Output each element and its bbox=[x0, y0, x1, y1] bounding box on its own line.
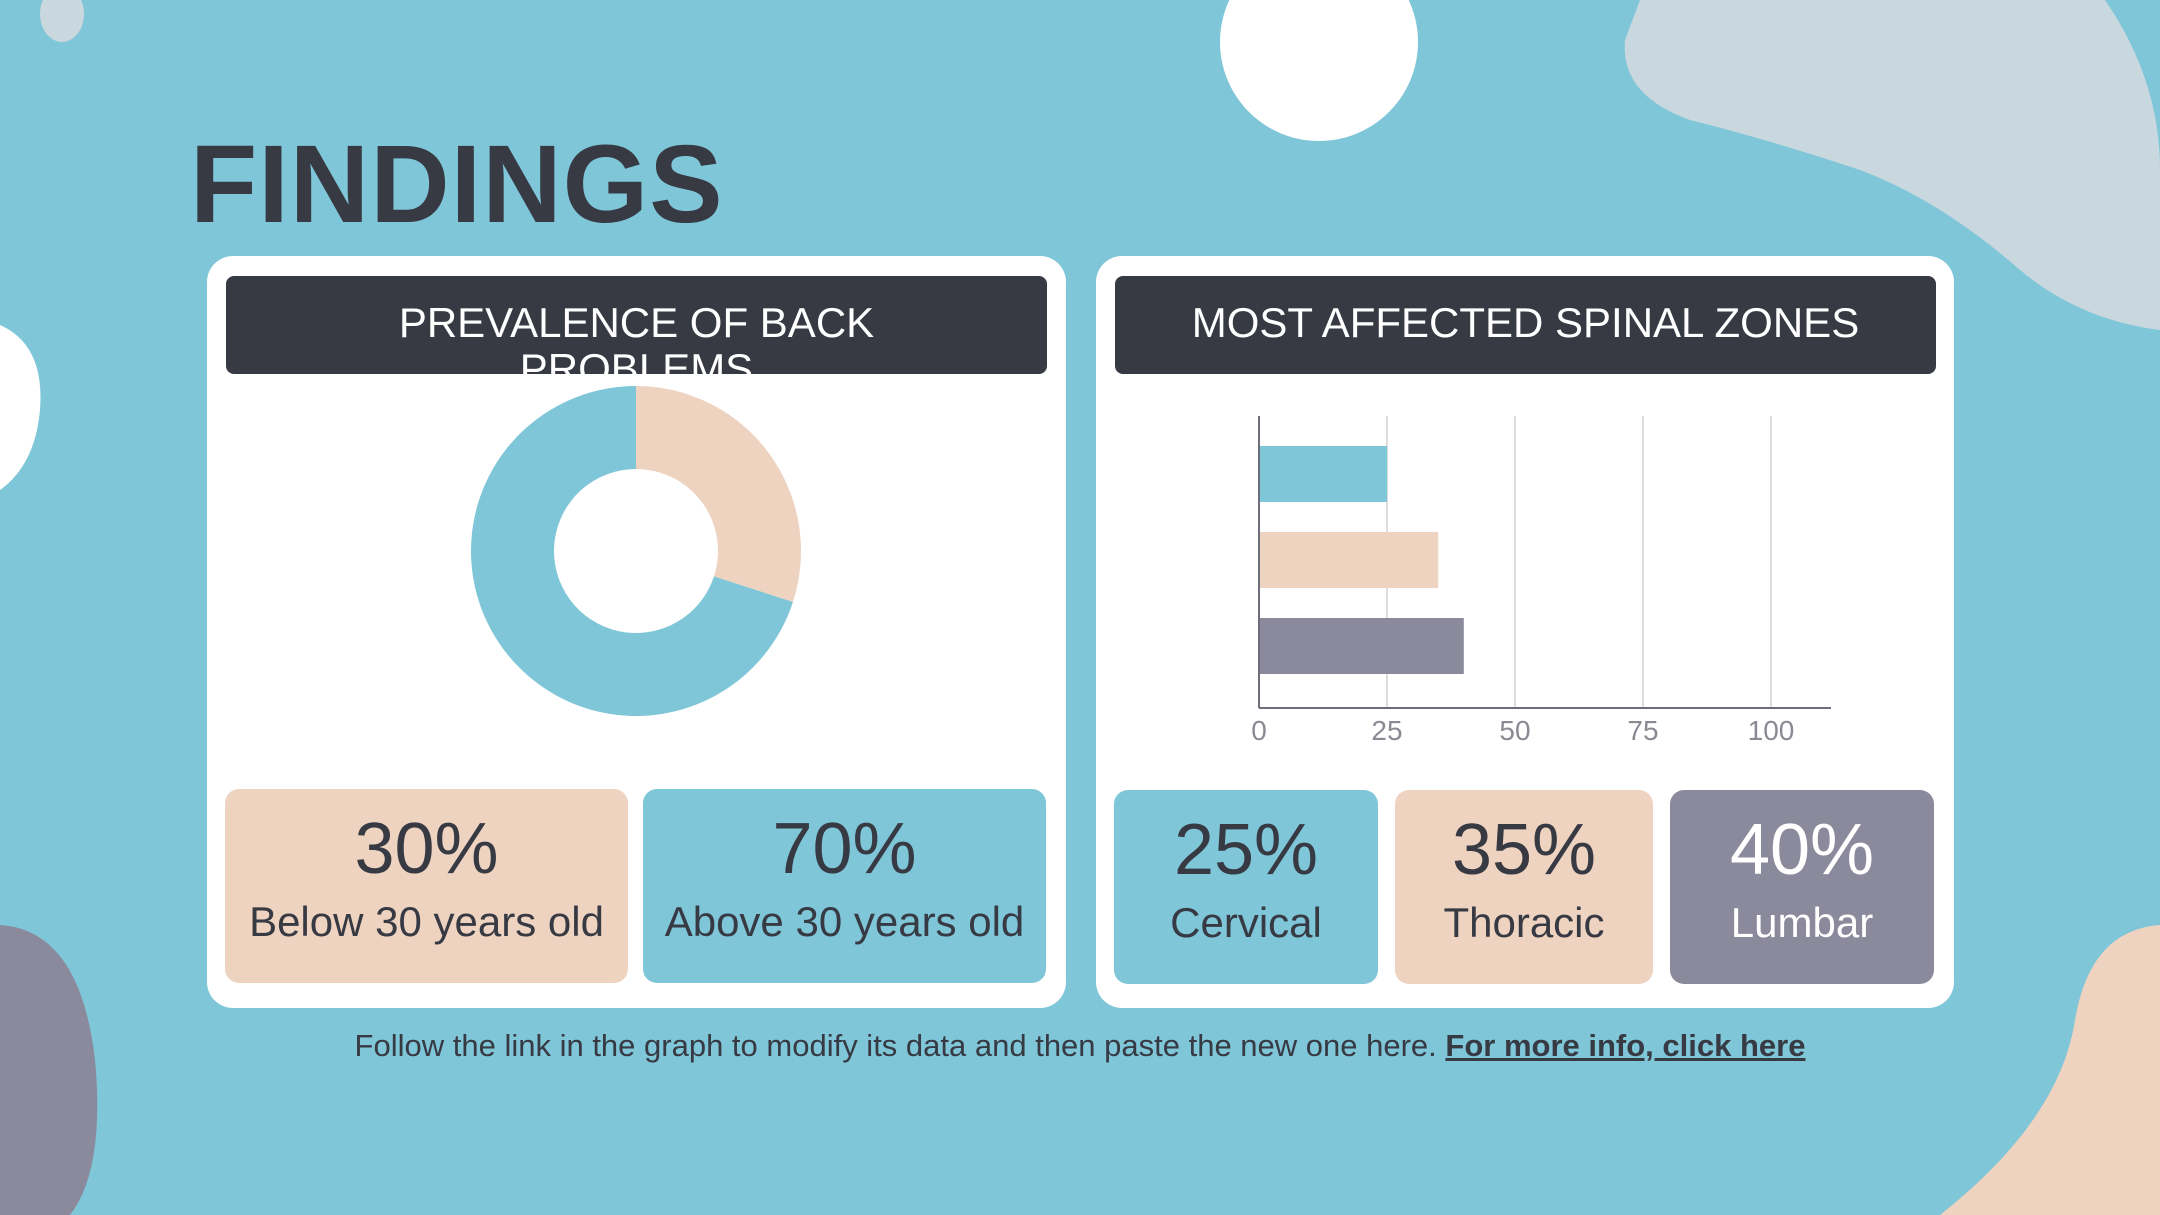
stat-label: Below 30 years old bbox=[249, 898, 604, 945]
stat-label: Above 30 years old bbox=[664, 898, 1025, 945]
grey-wave-blob bbox=[1624, 0, 2160, 330]
stat-below-30: 30% Below 30 years old bbox=[225, 789, 628, 983]
stat-value: 35% bbox=[1451, 810, 1597, 890]
donut-slice-0 bbox=[636, 386, 801, 602]
stat-value: 70% bbox=[772, 809, 917, 889]
footer-text: Follow the link in the graph to modify i… bbox=[354, 1028, 1437, 1063]
prevalence-header: PREVALENCE OF BACK PROBLEMS bbox=[226, 276, 1047, 374]
donut-slice-1 bbox=[471, 386, 793, 716]
stat-value: 25% bbox=[1173, 810, 1319, 890]
prevalence-donut-chart bbox=[471, 386, 801, 716]
x-tick-label: 50 bbox=[1499, 715, 1530, 746]
x-tick-label: 25 bbox=[1371, 715, 1402, 746]
stat-cervical: 25% Cervical bbox=[1114, 790, 1378, 984]
small-grey-blob bbox=[40, 0, 84, 42]
stat-above-30: 70% Above 30 years old bbox=[643, 789, 1046, 983]
bar-lumbar bbox=[1259, 618, 1464, 674]
stat-lumbar: 40% Lumbar bbox=[1670, 790, 1934, 984]
stat-label: Cervical bbox=[1170, 899, 1322, 946]
spinal-zones-header: MOST AFFECTED SPINAL ZONES bbox=[1115, 276, 1936, 374]
spinal-zones-bar-chart: 0 25 50 75 100 bbox=[1251, 416, 1831, 746]
x-tick-label: 100 bbox=[1748, 715, 1795, 746]
stat-thoracic: 35% Thoracic bbox=[1395, 790, 1653, 984]
white-circle-blob bbox=[1220, 0, 1418, 141]
x-tick-label: 0 bbox=[1251, 715, 1267, 746]
spinal-zones-card: MOST AFFECTED SPINAL ZONES 0 25 50 75 100 25… bbox=[1096, 256, 1954, 1008]
prevalence-card: PREVALENCE OF BACK PROBLEMS 30% Below 30… bbox=[207, 256, 1066, 1008]
bar-thoracic bbox=[1259, 532, 1439, 588]
stat-label: Lumbar bbox=[1730, 899, 1874, 946]
stat-label: Thoracic bbox=[1443, 899, 1605, 946]
white-left-blob bbox=[0, 325, 41, 490]
bar-cervical bbox=[1259, 446, 1387, 502]
footer-note: Follow the link in the graph to modify i… bbox=[0, 1028, 2160, 1064]
x-tick-label: 75 bbox=[1627, 715, 1658, 746]
more-info-link[interactable]: For more info, click here bbox=[1445, 1028, 1806, 1063]
purple-left-blob bbox=[0, 925, 98, 1215]
peach-right-blob bbox=[1940, 925, 2160, 1215]
stat-value: 30% bbox=[354, 809, 499, 889]
stat-value: 40% bbox=[1729, 810, 1875, 890]
page-title: FINDINGS bbox=[190, 123, 724, 246]
